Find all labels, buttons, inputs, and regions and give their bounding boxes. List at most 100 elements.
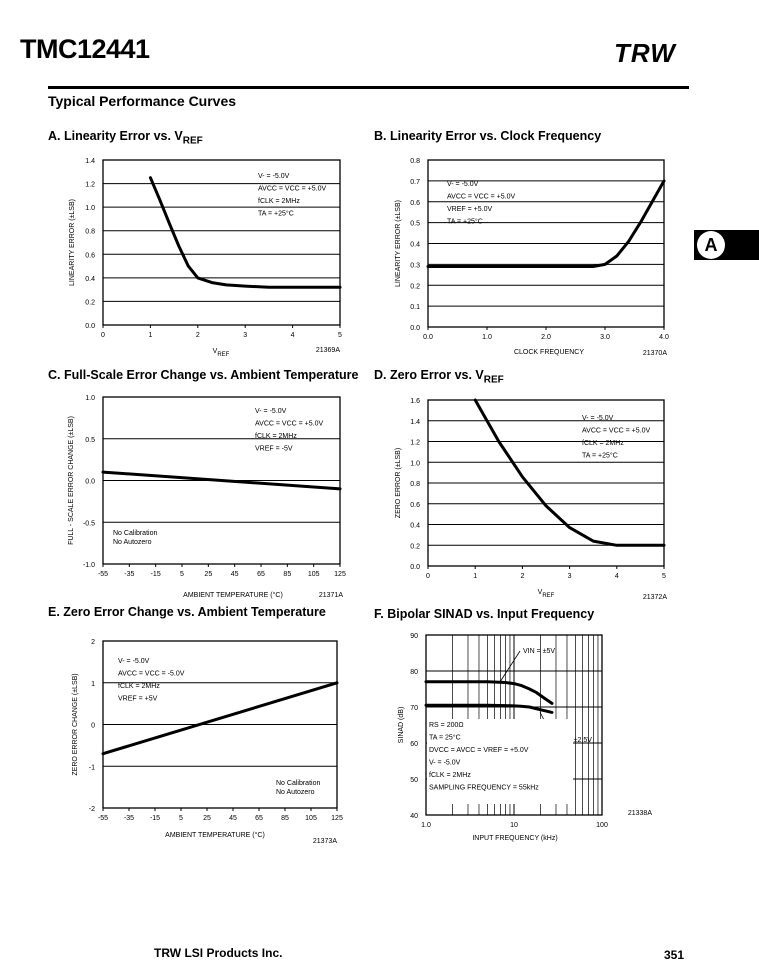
x-tick-label: -35 [124, 571, 134, 578]
chart-e-zero-change-vs-temp: -2 -1 0 1 2 -55 -35 -15 5 25 45 65 85 105 125 V- = -5.0… [72, 639, 343, 845]
y-tick-label: 1.6 [410, 398, 420, 405]
x-tick-label: 105 [308, 571, 320, 578]
y-tick-label: 1.4 [85, 158, 95, 165]
x-tick-label: 5 [338, 332, 342, 339]
x-tick-label: 5 [662, 573, 666, 580]
y-axis-label: SINAD (dB) [398, 707, 405, 744]
y-tick-label: -2 [89, 806, 95, 813]
y-tick-label: 1.4 [410, 419, 420, 426]
x-axis-label-sub: REF [217, 352, 229, 358]
condition-text: fCLK = 2MHz [255, 433, 297, 440]
series-leader [499, 650, 521, 683]
x-tick-label: 1 [148, 332, 152, 339]
chart-layer: -2 -1 0 1 2 -55 -35 -15 5 25 45 65 85 105 125 V- = -5.0… [72, 639, 343, 845]
chart-a-title: A. Linearity Error vs. VREF [48, 129, 203, 147]
x-tick-label: 2 [520, 573, 524, 580]
condition-text: fCLK = 2MHz [118, 683, 160, 690]
y-tick-label: -1.0 [83, 562, 95, 569]
x-tick-label: -35 [124, 815, 134, 822]
chart-d-zero-error-vs-vref: 0.0 0.2 0.4 0.6 0.8 1.0 1.2 1.4 1.6 0 1 2 3 4 5 V- = -5… [395, 398, 667, 601]
chart-layer: 40 50 60 70 80 90 1.0 10 100 VIN = ±5V VIN = ±2.5V… [398, 633, 652, 842]
condition-text: V- = -5.0V [582, 415, 614, 422]
condition-text: V- = -5.0V [255, 408, 287, 415]
condition-text: V- = -5.0V [447, 181, 479, 188]
x-tick-label: 125 [334, 571, 346, 578]
y-axis-label: ZERO ERROR (±LSB) [395, 448, 402, 518]
condition-text: AVCC = VCC = +5.0V [258, 186, 326, 193]
x-tick-label: 125 [331, 815, 343, 822]
x-axis-label: AMBIENT TEMPERATURE (°C) [165, 831, 265, 839]
figure-id: 21369A [316, 347, 340, 354]
y-tick-label: 0.0 [410, 325, 420, 332]
y-tick-label: 0.3 [410, 262, 420, 269]
series-line [426, 179, 666, 268]
condition-text: V- = -5.0V [429, 760, 461, 767]
condition-text: fCLK = 2MHz [582, 440, 624, 447]
x-tick-label: 45 [231, 571, 239, 578]
y-axis-label: ZERO ERROR CHANGE (±LSB) [72, 673, 79, 775]
x-tick-label: 85 [283, 571, 291, 578]
trw-logo: TRW [614, 38, 676, 68]
y-tick-label: 80 [410, 669, 418, 676]
series-line [101, 681, 339, 756]
plot-frame [427, 159, 665, 328]
y-tick-label: 0.5 [85, 437, 95, 444]
chart-b-title: B. Linearity Error vs. Clock Frequency [374, 129, 602, 143]
series-line [424, 680, 554, 705]
y-tick-label: 1.0 [85, 395, 95, 402]
condition-text: AVCC = VCC = +5.0V [582, 428, 650, 435]
y-tick-label: 0.4 [410, 523, 420, 530]
y-tick-label: 0.6 [410, 502, 420, 509]
condition-text: TA = +25°C [258, 210, 294, 218]
note-text: No Calibration [113, 530, 157, 537]
condition-text: fCLK = 2MHz [429, 772, 471, 779]
y-tick-label: 0.4 [410, 242, 420, 249]
figure-id: 21372A [643, 594, 667, 601]
x-axis-label: AMBIENT TEMPERATURE (°C) [183, 591, 283, 599]
condition-text: DVCC = AVCC = VREF = +5.0V [429, 747, 529, 754]
condition-text: TA = +25°C [582, 452, 618, 460]
condition-text: AVCC = VCC = -5.0V [118, 671, 185, 678]
plot-frame [425, 634, 603, 816]
x-axis-label: CLOCK FREQUENCY [514, 349, 584, 356]
x-axis-label-sub: REF [542, 593, 554, 599]
y-tick-label: 0.0 [410, 564, 420, 571]
section-tab-letter: A [697, 231, 725, 259]
y-tick-label: 0.2 [410, 543, 420, 550]
x-tick-label: 105 [305, 815, 317, 822]
y-tick-label: 90 [410, 633, 418, 640]
y-tick-label: 0.5 [410, 221, 420, 228]
series-line [101, 470, 342, 491]
x-tick-label: 0 [426, 573, 430, 580]
header-rule [48, 86, 689, 89]
condition-text: TA = 25°C [429, 734, 461, 742]
y-tick-label: 1.2 [410, 440, 420, 447]
chart-f-title: F. Bipolar SINAD vs. Input Frequency [374, 607, 595, 621]
condition-text: V- = -5.0V [118, 658, 150, 665]
x-tick-label: -55 [98, 815, 108, 822]
footer-company: TRW LSI Products Inc. [154, 946, 283, 960]
series-line [148, 176, 342, 289]
y-axis-label: FULL - SCALE ERROR CHANGE (±LSB) [68, 416, 75, 545]
x-tick-label: 1.0 [421, 822, 431, 829]
condition-text: RS = 200Ω [429, 722, 464, 729]
chart-e-title: E. Zero Error Change vs. Ambient Tempera… [48, 605, 326, 619]
x-axis-label: INPUT FREQUENCY (kHz) [472, 835, 557, 842]
y-tick-label: 1.2 [85, 182, 95, 189]
y-axis-label: LINEARITY ERROR (±LSB) [69, 199, 76, 286]
chart-c-fullscale-vs-temp: -1.0 -0.5 0.0 0.5 1.0 -55 -35 -15 5 25 45 65 85 105 12… [68, 395, 346, 599]
series-label: VIN = ±2.5V [554, 737, 592, 744]
x-tick-label: 4.0 [659, 334, 669, 341]
condition-text: TA = +25°C [447, 218, 483, 226]
y-tick-label: 0.1 [410, 304, 420, 311]
x-tick-label: 5 [179, 815, 183, 822]
series-line [473, 398, 666, 547]
x-tick-label: 3 [568, 573, 572, 580]
x-tick-label: 45 [229, 815, 237, 822]
note-text: No Autozero [113, 539, 152, 546]
x-tick-label: 0.0 [423, 334, 433, 341]
y-tick-label: 70 [410, 705, 418, 712]
figure-id: 21371A [319, 592, 343, 599]
chart-layer: 0.0 0.2 0.4 0.6 0.8 1.0 1.2 1.4 0 1 2 3 4 5 V- = -5.0V… [69, 158, 342, 358]
series-label: VIN = ±5V [523, 648, 555, 655]
